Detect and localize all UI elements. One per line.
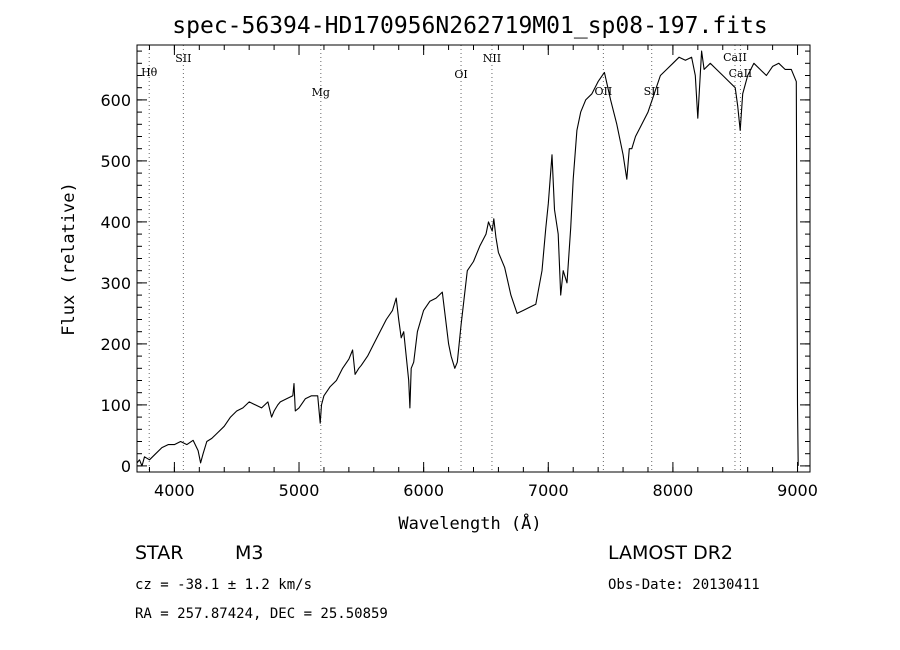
series-layer [136,50,799,467]
spectral-line-label: SII [175,52,191,65]
object-subclass: M3 [235,542,263,564]
x-tick-label: 7000 [528,481,569,500]
y-tick-label: 600 [100,91,131,110]
y-tick-label: 300 [100,274,131,293]
spectral-line-label: CaII [723,51,747,64]
coordinates: RA = 257.87424, DEC = 25.50859 [135,606,388,622]
spectral-line-label: CaII [729,67,753,80]
axes: 4000 5000 6000 7000 8000 9000 0 100 200 300 400 500… [100,44,818,500]
object-type: STAR [135,542,183,564]
y-tick-label: 0 [121,457,131,476]
chart-title: spec-56394-HD170956N262719M01_sp08-197.f… [172,13,767,39]
spectral-line-label: Mg [312,86,330,99]
x-axis-label: Wavelength (Å) [398,512,541,534]
survey-name: LAMOST DR2 [608,542,733,564]
spectral-line-label: OI [454,68,467,81]
y-tick-label: 400 [100,213,131,232]
x-tick-label: 6000 [403,481,444,500]
x-tick-label: 5000 [279,481,320,500]
spectrum-line [136,50,799,467]
spectral-line-label: NII [483,52,501,65]
spectral-line-label: Hθ [141,66,158,79]
redshift-cz: cz = -38.1 ± 1.2 km/s [135,577,312,593]
x-tick-label: 8000 [653,481,694,500]
spectral-line-label: SII [644,85,660,98]
x-tick-label: 4000 [154,481,195,500]
y-tick-label: 200 [100,335,131,354]
observation-date: Obs-Date: 20130411 [608,577,760,593]
plot-frame [136,44,811,473]
x-tick-label: 9000 [777,481,818,500]
y-axis-label: Flux (relative) [59,182,79,336]
y-tick-label: 100 [100,396,131,415]
y-tick-label: 500 [100,152,131,171]
